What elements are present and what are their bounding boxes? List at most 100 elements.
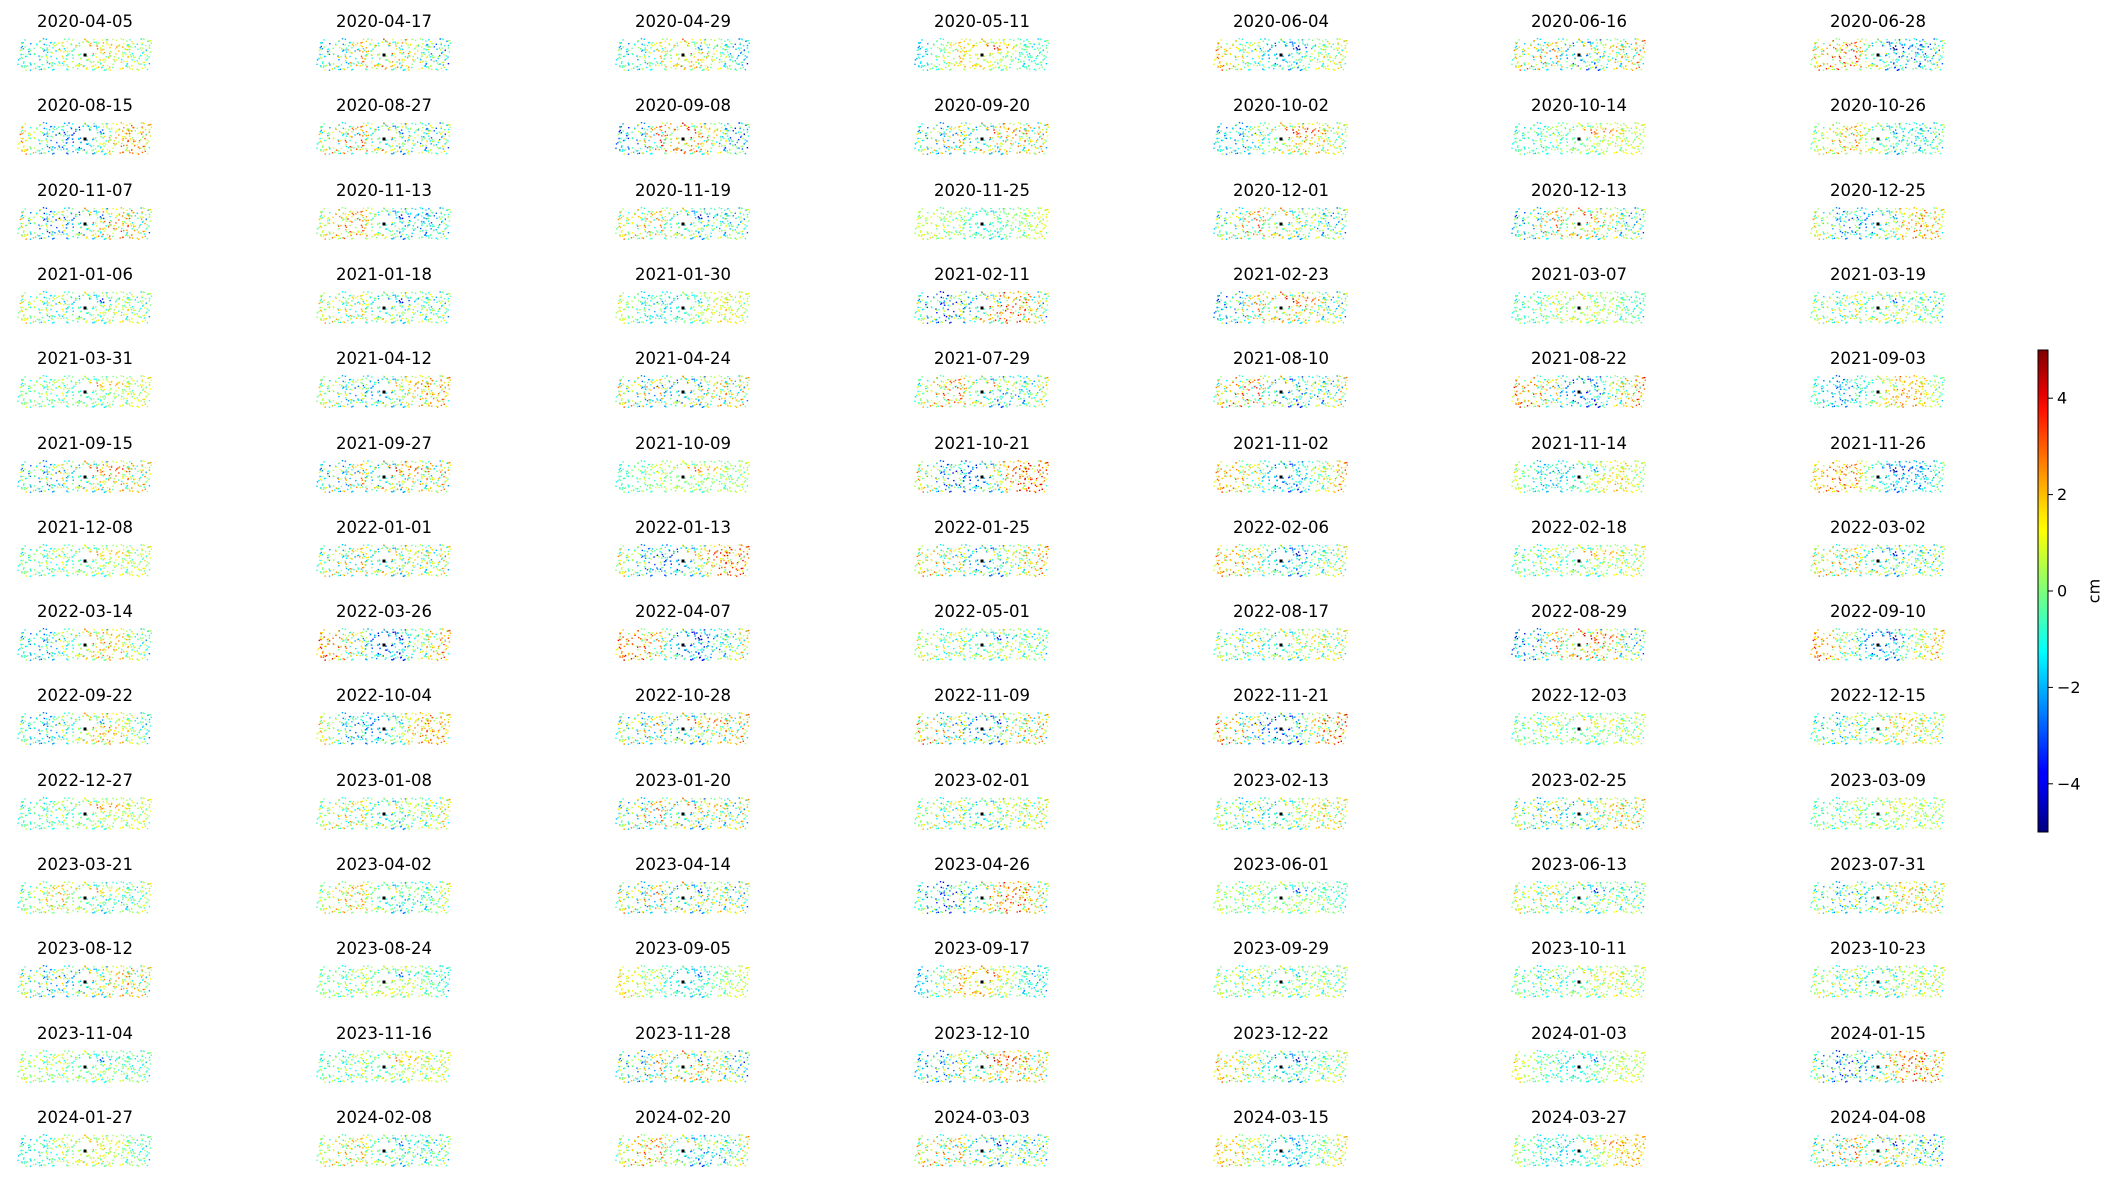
scatter-point — [1235, 40, 1237, 42]
scatter-point — [1572, 65, 1574, 67]
scatter-point — [405, 149, 408, 151]
scatter-point — [137, 69, 140, 71]
scatter-point — [623, 149, 626, 152]
scatter-point — [1587, 123, 1589, 125]
scatter-point — [52, 43, 54, 46]
scatter-point — [700, 133, 702, 135]
scatter-point — [1600, 39, 1603, 41]
scatter-point — [1010, 140, 1012, 142]
scatter-point — [1263, 66, 1265, 68]
scatter-point — [21, 141, 24, 144]
scatter-point — [20, 140, 23, 143]
scatter-point — [648, 135, 650, 138]
scatter-point — [357, 146, 360, 149]
scatter-point — [685, 59, 687, 61]
scatter-point — [1012, 143, 1014, 145]
scatter-point — [1580, 55, 1582, 57]
scatter-point — [1574, 63, 1577, 66]
scatter-point — [416, 129, 418, 131]
scatter-point — [937, 131, 939, 133]
scatter-point — [1937, 66, 1939, 68]
scatter-point — [1537, 127, 1539, 130]
scatter-point — [965, 137, 967, 139]
scatter-point — [946, 42, 949, 44]
scatter-point — [441, 38, 443, 40]
scatter-point — [746, 44, 749, 47]
scatter-point — [1555, 146, 1558, 149]
scatter-point — [621, 61, 623, 63]
scatter-point — [648, 41, 651, 44]
scatter-point — [1595, 150, 1597, 153]
scatter-point — [448, 51, 451, 53]
scatter-point — [1868, 65, 1870, 67]
scatter-point — [1316, 61, 1319, 63]
scatter-point — [1841, 66, 1843, 69]
scatter-point — [1894, 45, 1897, 47]
scatter-point — [425, 60, 427, 63]
scatter-point — [1318, 138, 1320, 140]
scatter-point — [987, 146, 990, 148]
scatter-point — [1314, 134, 1316, 136]
scatter-point — [935, 55, 937, 57]
scatter-point — [627, 53, 630, 56]
scatter-point — [727, 39, 729, 41]
scatter-point — [633, 67, 635, 69]
scatter-point — [40, 46, 42, 49]
scatter-point — [424, 53, 426, 56]
scatter-point — [1620, 63, 1622, 65]
scatter-point — [961, 145, 963, 147]
scatter-point — [1561, 153, 1563, 155]
scatter-point — [431, 152, 433, 155]
scatter-point — [1566, 123, 1568, 125]
scatter-point — [1275, 64, 1277, 66]
scatter-point — [82, 149, 85, 152]
scatter-point — [376, 152, 378, 154]
scatter-point — [683, 152, 685, 155]
scatter-point — [1000, 132, 1002, 135]
scatter-point — [1926, 60, 1929, 63]
scatter-point — [418, 152, 420, 154]
scatter-point — [1564, 127, 1566, 129]
scatter-point — [139, 47, 142, 49]
scatter-point — [694, 129, 696, 131]
scatter-point — [1019, 138, 1021, 140]
scatter-point — [1635, 126, 1637, 129]
scatter-point — [1871, 65, 1873, 67]
scatter-point — [722, 136, 724, 138]
scatter-point — [936, 140, 938, 143]
scatter-point — [1628, 46, 1630, 48]
scatter-point — [918, 42, 920, 44]
scatter-point — [694, 45, 696, 47]
scatter-point — [426, 56, 428, 59]
scatter-point — [1000, 145, 1002, 147]
scatter-point — [1606, 63, 1608, 65]
scatter-point — [1300, 59, 1303, 61]
scatter-point — [148, 140, 150, 143]
scatter-point — [67, 153, 69, 155]
scatter-point — [1040, 38, 1042, 41]
scatter-point — [1273, 148, 1275, 150]
scatter-point — [1314, 45, 1317, 47]
scatter-point — [107, 141, 110, 143]
scatter-point — [1537, 152, 1539, 154]
scatter-point — [676, 138, 678, 140]
scatter-point — [25, 65, 28, 68]
scatter-point — [1546, 47, 1548, 49]
scatter-point — [402, 132, 404, 135]
scatter-point — [713, 132, 715, 134]
scatter-point — [1627, 43, 1629, 45]
scatter-point — [693, 140, 696, 142]
scatter-point — [938, 56, 940, 58]
scatter-point — [1621, 140, 1623, 142]
scatter-point — [102, 137, 104, 139]
scatter-point — [1609, 137, 1611, 139]
scatter-point — [407, 52, 410, 55]
scatter-point — [404, 56, 406, 58]
scatter-point — [398, 143, 400, 145]
scatter-point — [933, 43, 935, 45]
scatter-point — [1571, 152, 1573, 154]
scatter-point — [76, 148, 78, 151]
scatter-point — [1621, 43, 1623, 46]
scatter-point — [123, 43, 125, 45]
scatter-point — [628, 43, 630, 45]
